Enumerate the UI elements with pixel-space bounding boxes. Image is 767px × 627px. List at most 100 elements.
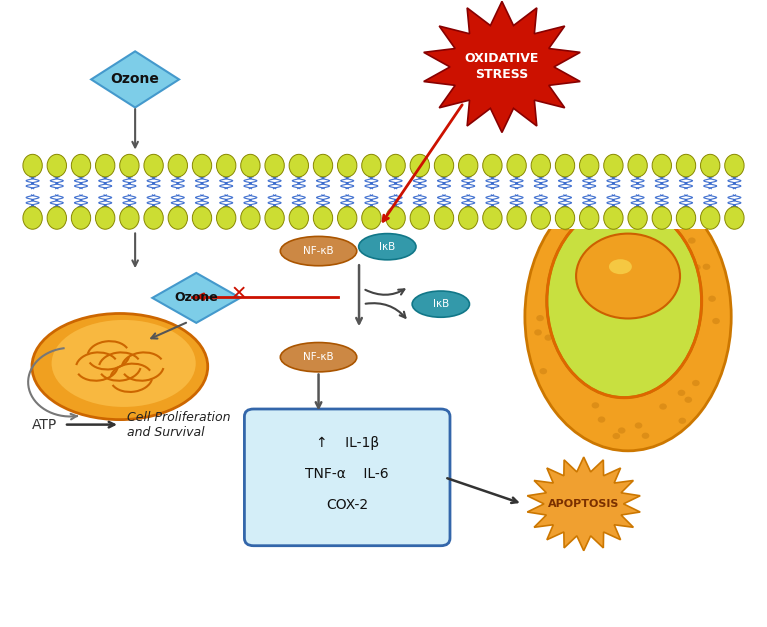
Ellipse shape bbox=[604, 207, 623, 229]
Circle shape bbox=[618, 391, 626, 398]
Circle shape bbox=[678, 390, 685, 396]
Circle shape bbox=[562, 224, 570, 231]
Circle shape bbox=[572, 271, 579, 277]
Bar bbox=[21, 154, 746, 229]
Circle shape bbox=[667, 323, 674, 329]
Circle shape bbox=[668, 246, 676, 253]
Ellipse shape bbox=[555, 207, 574, 229]
Ellipse shape bbox=[700, 207, 720, 229]
Circle shape bbox=[611, 282, 619, 288]
Circle shape bbox=[708, 295, 716, 302]
Ellipse shape bbox=[241, 207, 260, 229]
Circle shape bbox=[713, 318, 720, 324]
Circle shape bbox=[545, 335, 552, 340]
Circle shape bbox=[650, 300, 658, 307]
Circle shape bbox=[619, 372, 627, 378]
Circle shape bbox=[548, 292, 556, 298]
Circle shape bbox=[640, 352, 647, 358]
Circle shape bbox=[687, 281, 695, 287]
Circle shape bbox=[674, 242, 682, 248]
Ellipse shape bbox=[280, 342, 357, 372]
Text: APOPTOSIS: APOPTOSIS bbox=[548, 499, 620, 509]
Polygon shape bbox=[153, 273, 240, 323]
Ellipse shape bbox=[168, 154, 187, 177]
Ellipse shape bbox=[96, 207, 115, 229]
Circle shape bbox=[549, 270, 557, 277]
Circle shape bbox=[558, 268, 565, 274]
Circle shape bbox=[559, 314, 567, 320]
Ellipse shape bbox=[700, 154, 720, 177]
Circle shape bbox=[553, 326, 561, 332]
Ellipse shape bbox=[676, 207, 696, 229]
Ellipse shape bbox=[628, 154, 647, 177]
Ellipse shape bbox=[144, 154, 163, 177]
Circle shape bbox=[603, 366, 611, 372]
Text: Ozone: Ozone bbox=[174, 292, 218, 304]
Circle shape bbox=[613, 433, 621, 439]
Ellipse shape bbox=[547, 204, 702, 398]
Circle shape bbox=[703, 263, 710, 270]
Text: Ozone: Ozone bbox=[110, 72, 160, 87]
Ellipse shape bbox=[725, 154, 744, 177]
Ellipse shape bbox=[507, 154, 526, 177]
Circle shape bbox=[591, 403, 599, 408]
Polygon shape bbox=[91, 51, 179, 107]
Ellipse shape bbox=[459, 154, 478, 177]
Ellipse shape bbox=[580, 154, 599, 177]
Text: ↑    IL-1β: ↑ IL-1β bbox=[316, 436, 379, 450]
Ellipse shape bbox=[71, 207, 91, 229]
Text: IκB: IκB bbox=[379, 241, 396, 251]
Ellipse shape bbox=[47, 154, 67, 177]
Circle shape bbox=[614, 371, 622, 377]
Text: IκB: IκB bbox=[433, 299, 449, 309]
Ellipse shape bbox=[216, 154, 236, 177]
Circle shape bbox=[553, 320, 561, 326]
Circle shape bbox=[587, 293, 594, 300]
Ellipse shape bbox=[337, 154, 357, 177]
Circle shape bbox=[674, 259, 682, 265]
Polygon shape bbox=[527, 457, 640, 551]
Ellipse shape bbox=[386, 154, 405, 177]
Ellipse shape bbox=[313, 154, 333, 177]
Circle shape bbox=[584, 273, 592, 279]
Ellipse shape bbox=[144, 207, 163, 229]
Text: NF-κB: NF-κB bbox=[303, 352, 334, 362]
Circle shape bbox=[673, 350, 681, 356]
Circle shape bbox=[558, 265, 565, 271]
Polygon shape bbox=[423, 1, 580, 132]
Circle shape bbox=[635, 423, 642, 429]
Ellipse shape bbox=[337, 207, 357, 229]
Circle shape bbox=[618, 428, 625, 434]
Circle shape bbox=[597, 416, 605, 423]
Ellipse shape bbox=[580, 207, 599, 229]
Circle shape bbox=[586, 281, 594, 287]
FancyBboxPatch shape bbox=[245, 409, 450, 545]
Text: ATP: ATP bbox=[32, 418, 58, 431]
Ellipse shape bbox=[280, 236, 357, 266]
Ellipse shape bbox=[482, 207, 502, 229]
Circle shape bbox=[693, 264, 701, 270]
Ellipse shape bbox=[120, 207, 139, 229]
Ellipse shape bbox=[434, 154, 454, 177]
Ellipse shape bbox=[71, 154, 91, 177]
Text: NF-κB: NF-κB bbox=[303, 246, 334, 256]
Text: Cell Proliferation
and Survival: Cell Proliferation and Survival bbox=[127, 411, 231, 439]
Ellipse shape bbox=[216, 207, 236, 229]
Ellipse shape bbox=[241, 154, 260, 177]
Ellipse shape bbox=[289, 207, 308, 229]
Ellipse shape bbox=[576, 234, 680, 319]
Circle shape bbox=[614, 343, 621, 349]
Circle shape bbox=[660, 403, 667, 409]
Circle shape bbox=[536, 315, 544, 321]
Ellipse shape bbox=[23, 207, 42, 229]
Ellipse shape bbox=[32, 314, 208, 419]
Ellipse shape bbox=[459, 207, 478, 229]
Ellipse shape bbox=[507, 207, 526, 229]
Circle shape bbox=[663, 243, 671, 250]
Ellipse shape bbox=[359, 234, 416, 260]
Ellipse shape bbox=[531, 207, 551, 229]
Circle shape bbox=[636, 362, 644, 369]
Ellipse shape bbox=[604, 154, 623, 177]
Circle shape bbox=[614, 382, 621, 388]
Circle shape bbox=[600, 207, 607, 213]
